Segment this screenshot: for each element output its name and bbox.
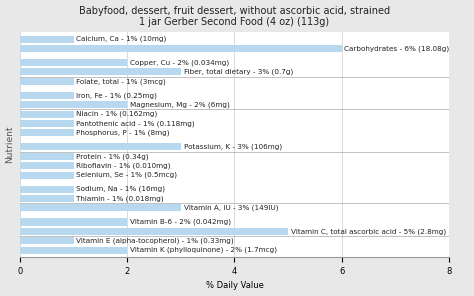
Text: Calcium, Ca - 1% (10mg): Calcium, Ca - 1% (10mg) xyxy=(76,36,167,42)
Text: Protein - 1% (0.34g): Protein - 1% (0.34g) xyxy=(76,153,149,160)
Text: Potassium, K - 3% (106mg): Potassium, K - 3% (106mg) xyxy=(183,144,282,150)
Y-axis label: Nutrient: Nutrient xyxy=(6,126,15,163)
Bar xyxy=(20,172,73,178)
Bar xyxy=(20,111,73,118)
Bar xyxy=(20,129,73,136)
Text: Niacin - 1% (0.162mg): Niacin - 1% (0.162mg) xyxy=(76,111,158,118)
Bar xyxy=(20,59,128,66)
Text: Sodium, Na - 1% (16mg): Sodium, Na - 1% (16mg) xyxy=(76,186,165,192)
Text: Copper, Cu - 2% (0.034mg): Copper, Cu - 2% (0.034mg) xyxy=(130,59,229,66)
Bar xyxy=(20,237,73,244)
Bar xyxy=(20,45,342,52)
Text: Vitamin C, total ascorbic acid - 5% (2.8mg): Vitamin C, total ascorbic acid - 5% (2.8… xyxy=(291,228,446,235)
Text: Pantothenic acid - 1% (0.118mg): Pantothenic acid - 1% (0.118mg) xyxy=(76,120,195,127)
Text: Riboflavin - 1% (0.010mg): Riboflavin - 1% (0.010mg) xyxy=(76,163,171,169)
Bar xyxy=(20,68,181,75)
Text: Folate, total - 1% (3mcg): Folate, total - 1% (3mcg) xyxy=(76,78,166,85)
Bar xyxy=(20,120,73,127)
X-axis label: % Daily Value: % Daily Value xyxy=(206,281,264,290)
Text: Carbohydrates - 6% (18.08g): Carbohydrates - 6% (18.08g) xyxy=(344,45,449,52)
Text: Selenium, Se - 1% (0.5mcg): Selenium, Se - 1% (0.5mcg) xyxy=(76,172,177,178)
Bar xyxy=(20,153,73,160)
Bar xyxy=(20,186,73,193)
Text: Fiber, total dietary - 3% (0.7g): Fiber, total dietary - 3% (0.7g) xyxy=(183,69,293,75)
Bar xyxy=(20,195,73,202)
Text: Phosphorus, P - 1% (8mg): Phosphorus, P - 1% (8mg) xyxy=(76,130,170,136)
Text: Vitamin A, IU - 3% (149IU): Vitamin A, IU - 3% (149IU) xyxy=(183,205,278,211)
Bar xyxy=(20,144,181,150)
Bar xyxy=(20,218,128,226)
Bar xyxy=(20,162,73,169)
Bar xyxy=(20,101,128,108)
Text: Iron, Fe - 1% (0.25mg): Iron, Fe - 1% (0.25mg) xyxy=(76,92,157,99)
Bar xyxy=(20,247,128,254)
Bar xyxy=(20,92,73,99)
Text: Thiamin - 1% (0.018mg): Thiamin - 1% (0.018mg) xyxy=(76,195,164,202)
Bar xyxy=(20,78,73,85)
Title: Babyfood, dessert, fruit dessert, without ascorbic acid, strained
1 jar Gerber S: Babyfood, dessert, fruit dessert, withou… xyxy=(79,6,390,27)
Text: Magnesium, Mg - 2% (6mg): Magnesium, Mg - 2% (6mg) xyxy=(130,102,230,108)
Text: Vitamin B-6 - 2% (0.042mg): Vitamin B-6 - 2% (0.042mg) xyxy=(130,219,231,225)
Text: Vitamin K (phylloquinone) - 2% (1.7mcg): Vitamin K (phylloquinone) - 2% (1.7mcg) xyxy=(130,247,277,253)
Bar xyxy=(20,36,73,43)
Text: Vitamin E (alpha-tocopherol) - 1% (0.33mg): Vitamin E (alpha-tocopherol) - 1% (0.33m… xyxy=(76,237,234,244)
Bar xyxy=(20,205,181,211)
Bar xyxy=(20,228,288,235)
